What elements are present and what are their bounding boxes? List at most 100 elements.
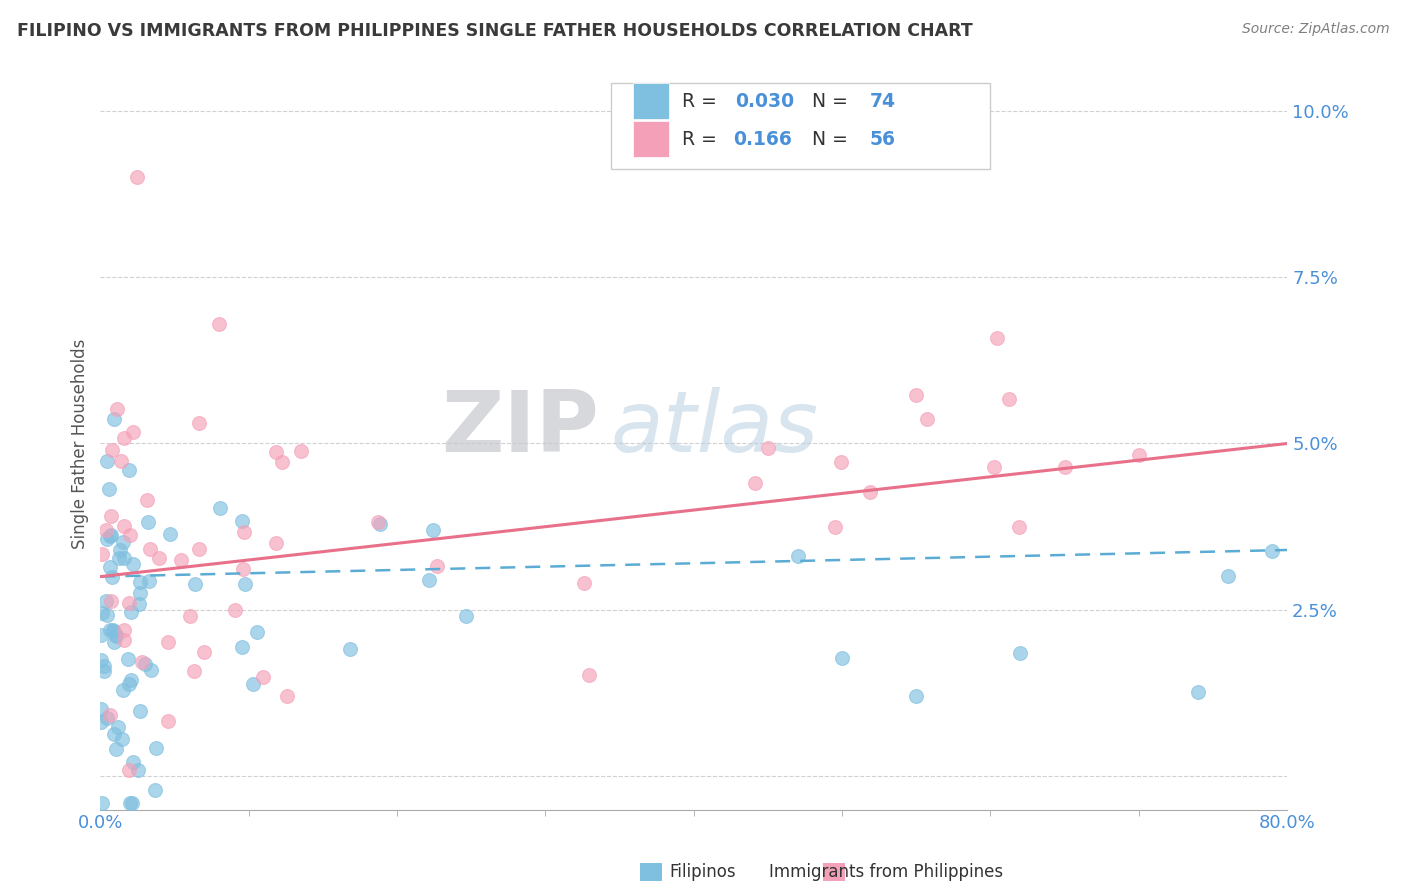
Point bbox=[90, 628, 112, 642]
Point bbox=[93, 665, 115, 679]
Point bbox=[1187, 685, 1209, 699]
Point bbox=[905, 690, 928, 704]
Point bbox=[986, 330, 1008, 344]
Point bbox=[367, 515, 389, 529]
Point bbox=[120, 605, 142, 619]
Point bbox=[108, 543, 131, 558]
Point bbox=[252, 670, 274, 684]
Point bbox=[118, 528, 141, 542]
Point bbox=[107, 720, 129, 734]
Text: 74: 74 bbox=[869, 92, 896, 111]
Point bbox=[93, 659, 115, 673]
Point bbox=[96, 711, 118, 725]
Point bbox=[100, 528, 122, 542]
Point bbox=[786, 549, 808, 563]
Point bbox=[456, 609, 478, 624]
Point bbox=[117, 652, 139, 666]
Point bbox=[578, 668, 600, 682]
Point bbox=[905, 387, 928, 401]
Point bbox=[136, 515, 159, 529]
Text: FILIPINO VS IMMIGRANTS FROM PHILIPPINES SINGLE FATHER HOUSEHOLDS CORRELATION CHA: FILIPINO VS IMMIGRANTS FROM PHILIPPINES … bbox=[17, 22, 973, 40]
Point bbox=[103, 727, 125, 741]
Point bbox=[830, 455, 852, 469]
Point bbox=[98, 707, 121, 722]
Point bbox=[572, 575, 595, 590]
Point bbox=[224, 602, 246, 616]
Point bbox=[1261, 544, 1284, 558]
Bar bbox=[633, 83, 669, 120]
Text: 56: 56 bbox=[869, 129, 896, 149]
Point bbox=[129, 704, 152, 718]
Point bbox=[145, 741, 167, 756]
Point bbox=[118, 763, 141, 777]
Text: ZIP: ZIP bbox=[441, 387, 599, 470]
Point bbox=[744, 475, 766, 490]
Text: Filipinos: Filipinos bbox=[669, 863, 737, 881]
Text: 0.030: 0.030 bbox=[735, 92, 794, 111]
Point bbox=[418, 573, 440, 587]
Point bbox=[96, 608, 118, 623]
Point bbox=[1008, 520, 1031, 534]
Point bbox=[112, 633, 135, 648]
FancyBboxPatch shape bbox=[610, 83, 990, 169]
Point bbox=[94, 523, 117, 537]
Point bbox=[135, 492, 157, 507]
Point bbox=[422, 523, 444, 537]
Point bbox=[141, 663, 163, 677]
Point bbox=[233, 524, 256, 539]
Point bbox=[103, 411, 125, 425]
Point bbox=[96, 454, 118, 468]
Point bbox=[983, 460, 1005, 475]
Point bbox=[122, 425, 145, 439]
Point bbox=[183, 664, 205, 678]
Point bbox=[100, 508, 122, 523]
Point bbox=[339, 641, 361, 656]
Point bbox=[98, 623, 121, 637]
Point bbox=[290, 443, 312, 458]
Point bbox=[100, 594, 122, 608]
Point bbox=[193, 645, 215, 659]
Point bbox=[112, 551, 135, 566]
Text: R =: R = bbox=[682, 92, 723, 111]
Point bbox=[157, 634, 180, 648]
Point bbox=[112, 623, 135, 637]
Point bbox=[101, 624, 124, 638]
Point bbox=[112, 519, 135, 533]
Point bbox=[127, 763, 149, 777]
Point bbox=[915, 412, 938, 426]
Point bbox=[121, 557, 143, 571]
Text: N =: N = bbox=[813, 92, 855, 111]
Point bbox=[998, 392, 1021, 406]
Point bbox=[90, 653, 112, 667]
Point bbox=[756, 442, 779, 456]
Text: 0.166: 0.166 bbox=[733, 129, 792, 149]
Point bbox=[831, 651, 853, 665]
Point bbox=[1010, 646, 1032, 660]
Point bbox=[131, 655, 153, 669]
Point bbox=[368, 517, 391, 532]
Text: atlas: atlas bbox=[610, 387, 818, 470]
Point bbox=[128, 586, 150, 600]
Point bbox=[276, 689, 298, 703]
Point bbox=[231, 514, 253, 528]
Point bbox=[100, 570, 122, 584]
Point bbox=[100, 529, 122, 543]
Point bbox=[103, 635, 125, 649]
Point bbox=[122, 756, 145, 770]
Point bbox=[188, 541, 211, 556]
Point bbox=[156, 714, 179, 728]
Point bbox=[112, 534, 135, 549]
Point bbox=[187, 417, 209, 431]
Text: Immigrants from Philippines: Immigrants from Philippines bbox=[769, 863, 1002, 881]
Point bbox=[118, 796, 141, 810]
Point bbox=[264, 444, 287, 458]
Point bbox=[91, 796, 114, 810]
Point bbox=[112, 431, 135, 445]
Text: R =: R = bbox=[682, 129, 723, 149]
Point bbox=[112, 682, 135, 697]
Point bbox=[1053, 459, 1076, 474]
Point bbox=[129, 574, 152, 589]
Point bbox=[118, 463, 141, 477]
Point bbox=[100, 559, 122, 574]
Point bbox=[101, 623, 124, 637]
